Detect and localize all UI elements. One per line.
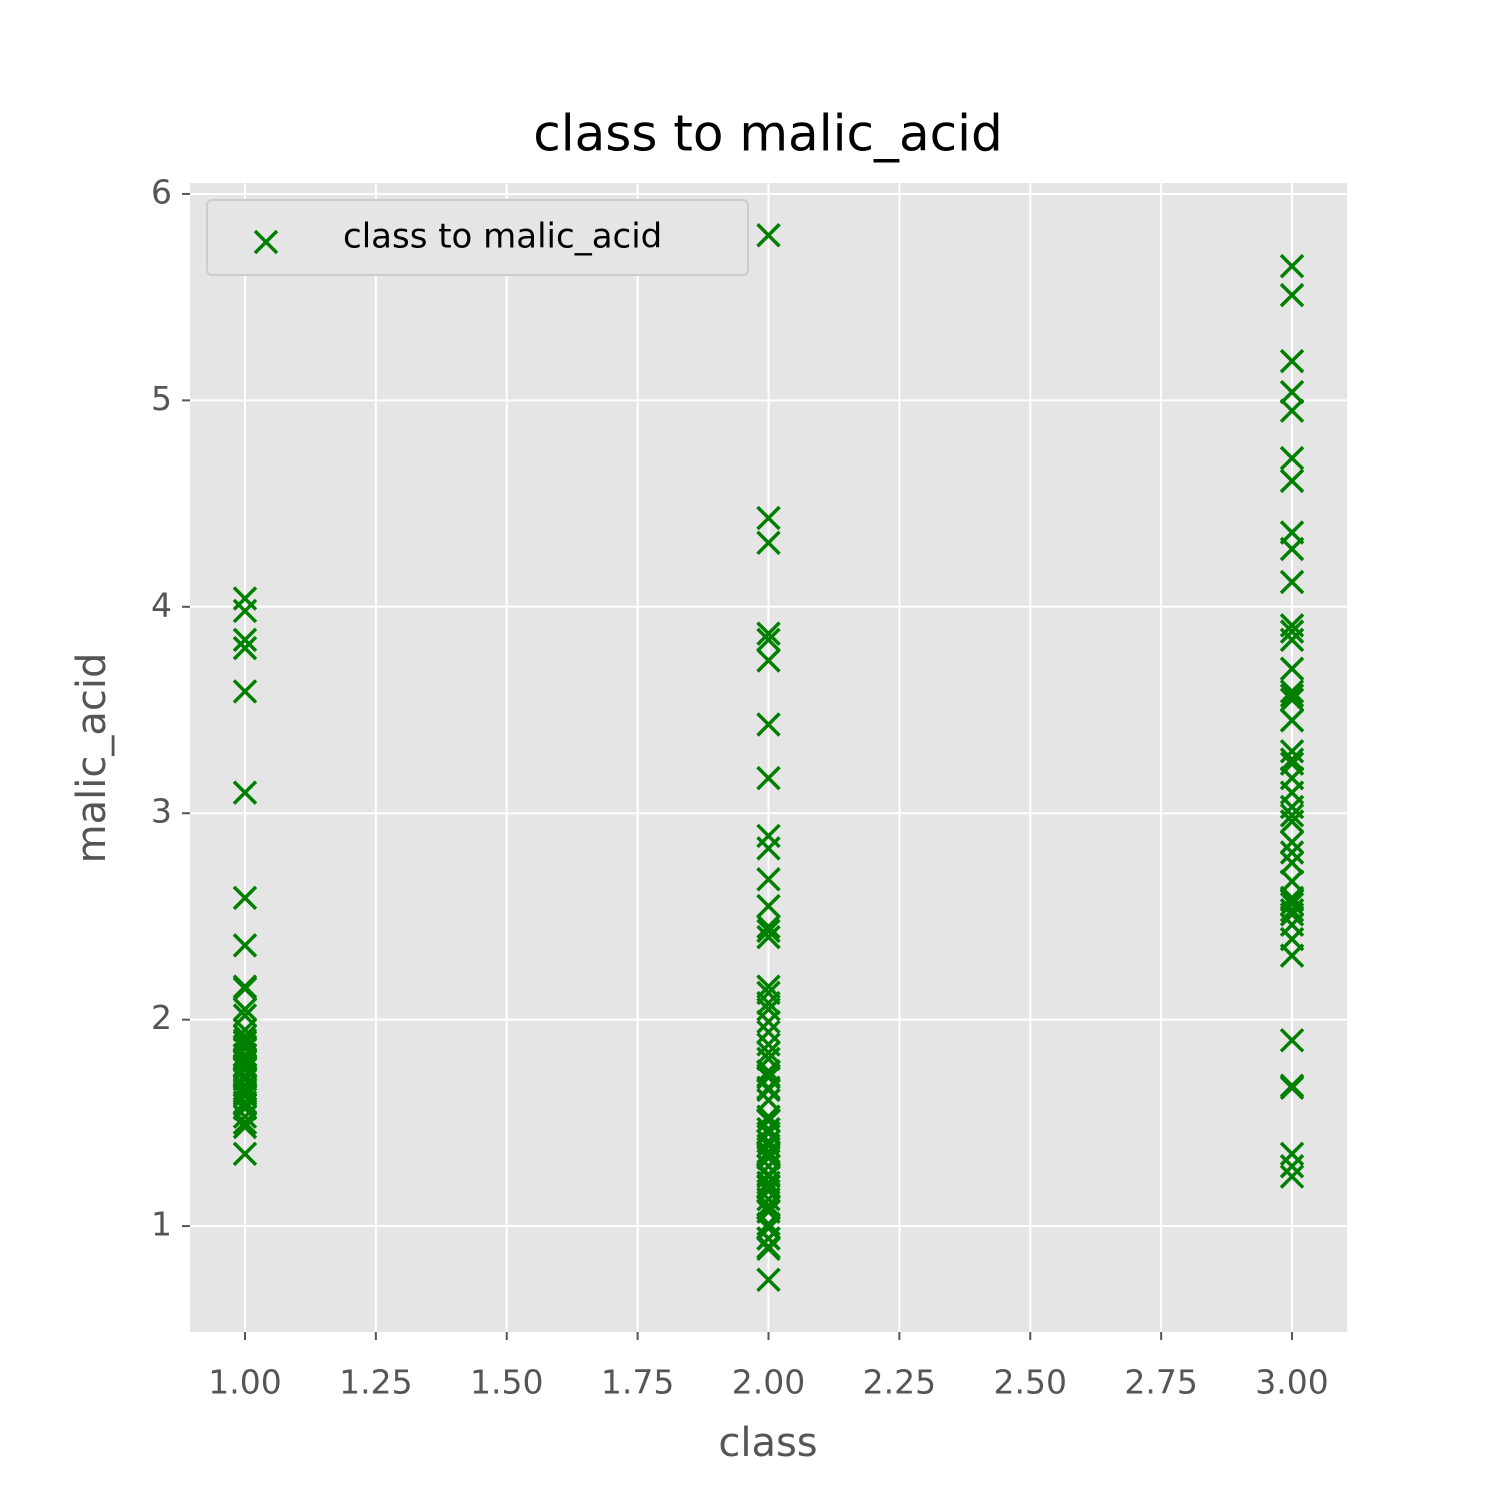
- x-tick-label: 2.25: [863, 1363, 936, 1402]
- x-tick-label: 2.75: [1124, 1363, 1197, 1402]
- marker: [1279, 379, 1305, 405]
- marker: [756, 1236, 781, 1262]
- marker: [756, 1009, 781, 1034]
- x-tick-label: 1.00: [208, 1363, 281, 1402]
- marker: [1279, 1164, 1305, 1189]
- y-tick-label: 2: [151, 998, 172, 1037]
- marker: [756, 1040, 781, 1065]
- legend-box: [206, 199, 749, 276]
- marker: [232, 974, 258, 999]
- x-tick-label: 1.75: [601, 1363, 674, 1402]
- marker: [1279, 656, 1305, 681]
- marker: [232, 1030, 258, 1055]
- marker: [232, 1003, 258, 1028]
- marker: [1279, 253, 1305, 279]
- legend: class to malic_acid: [206, 199, 749, 276]
- legend-marker: [253, 229, 279, 255]
- marker: [232, 1110, 258, 1136]
- marker: [232, 586, 258, 611]
- marker: [1279, 687, 1305, 712]
- marker: [756, 627, 781, 653]
- marker: [232, 1073, 258, 1098]
- marker: [1279, 536, 1305, 562]
- marker: [1279, 348, 1305, 374]
- marker: [1279, 683, 1305, 708]
- marker: [1279, 850, 1305, 876]
- y-tick-label: 4: [151, 585, 172, 624]
- marker: [1279, 679, 1305, 704]
- marker: [756, 918, 781, 944]
- marker: [232, 1114, 258, 1140]
- marker: [756, 765, 781, 791]
- marker: [1279, 445, 1305, 471]
- marker: [756, 1215, 781, 1241]
- y-tick-label: 3: [151, 792, 172, 831]
- marker: [756, 530, 781, 556]
- marker: [756, 1267, 781, 1293]
- y-tick-label: 1: [151, 1205, 172, 1244]
- marker: [756, 505, 781, 531]
- marker: [232, 997, 258, 1022]
- marker: [1279, 747, 1305, 772]
- marker: [1279, 282, 1305, 308]
- chart-title: class to malic_acid: [533, 105, 1002, 163]
- x-axis-label: class: [718, 1420, 817, 1466]
- marker: [756, 990, 781, 1016]
- marker: [756, 893, 781, 919]
- marker: [1279, 619, 1305, 644]
- marker: [756, 1226, 781, 1251]
- marker: [756, 924, 781, 950]
- marker: [756, 836, 781, 861]
- x-tick-label: 1.25: [339, 1363, 412, 1402]
- marker: [1279, 468, 1305, 494]
- marker: [232, 635, 258, 661]
- marker: [1279, 708, 1305, 733]
- marker: [232, 780, 258, 805]
- marker: [232, 627, 258, 653]
- marker: [232, 885, 258, 911]
- x-tick-label: 2.00: [732, 1363, 805, 1402]
- marker: [756, 222, 781, 248]
- marker: [232, 1079, 258, 1105]
- marker: [756, 648, 781, 673]
- x-tick-label: 1.50: [470, 1363, 543, 1402]
- marker: [1279, 569, 1305, 595]
- marker: [1279, 902, 1305, 927]
- legend-label: class to malic_acid: [343, 217, 662, 257]
- marker: [1279, 1154, 1305, 1179]
- x-tick-label: 3.00: [1255, 1363, 1328, 1402]
- marker: [756, 1077, 781, 1103]
- marker: [232, 1054, 258, 1080]
- marker: [232, 1141, 258, 1167]
- marker: [756, 914, 781, 940]
- marker: [1279, 803, 1305, 828]
- marker: [756, 621, 781, 646]
- y-axis-label: malic_acid: [69, 653, 115, 864]
- marker: [1279, 809, 1305, 834]
- marker: [1279, 1075, 1305, 1101]
- marker: [1279, 829, 1305, 855]
- y-tick-label: 5: [151, 379, 172, 418]
- marker: [1279, 627, 1305, 653]
- marker: [1279, 840, 1305, 865]
- marker: [1279, 891, 1305, 917]
- x-tick-label: 2.50: [994, 1363, 1067, 1402]
- marker: [756, 867, 781, 892]
- marker: [232, 1104, 258, 1129]
- marker: [1279, 398, 1305, 423]
- marker: [756, 712, 781, 737]
- marker: [1279, 1028, 1305, 1053]
- y-tick-label: 6: [151, 172, 172, 211]
- marker: [232, 679, 258, 704]
- marker: [232, 933, 258, 958]
- marker: [1279, 943, 1305, 968]
